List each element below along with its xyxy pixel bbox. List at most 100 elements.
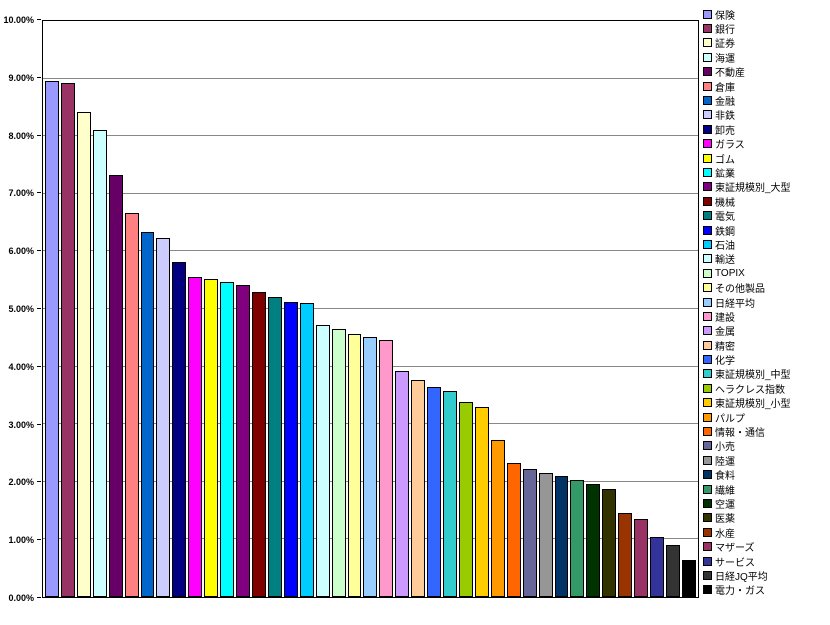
legend-label: 保険: [715, 10, 735, 22]
bar-パルプ[interactable]: [490, 440, 505, 597]
bar-鉱業[interactable]: [220, 281, 235, 597]
bar-銀行[interactable]: [60, 82, 75, 597]
bar-金属[interactable]: [395, 371, 410, 597]
legend-item-石油[interactable]: 石油: [703, 237, 830, 252]
bar-化学[interactable]: [427, 386, 442, 597]
legend-swatch: [703, 326, 712, 336]
bar-ヘラクレス指数[interactable]: [458, 402, 473, 597]
legend-label: 小売: [715, 442, 735, 454]
bar-空運[interactable]: [586, 484, 601, 597]
legend-item-鉄鋼[interactable]: 鉄鋼: [703, 223, 830, 238]
bar-電力・ガス[interactable]: [681, 559, 696, 597]
y-axis-tick-label: 5.00%: [8, 304, 34, 314]
bar-鉄鋼[interactable]: [283, 301, 298, 597]
legend-item-卸売[interactable]: 卸売: [703, 122, 830, 137]
legend-item-建設[interactable]: 建設: [703, 309, 830, 324]
bar-情報・通信[interactable]: [506, 463, 521, 597]
legend-swatch: [703, 283, 712, 293]
bar-機械[interactable]: [251, 291, 266, 597]
legend-item-銀行[interactable]: 銀行: [703, 21, 830, 36]
legend-item-パルプ[interactable]: パルプ: [703, 410, 830, 425]
bar-小売[interactable]: [522, 468, 537, 597]
legend-swatch: [703, 167, 712, 177]
legend-item-不動産[interactable]: 不動産: [703, 65, 830, 79]
legend-item-電力・ガス[interactable]: 電力・ガス: [703, 583, 830, 597]
bar-ガラス[interactable]: [188, 276, 203, 597]
legend-item-化学[interactable]: 化学: [703, 352, 830, 367]
legend-item-小売[interactable]: 小売: [703, 439, 830, 453]
legend-item-金属[interactable]: 金属: [703, 324, 830, 338]
bar-精密[interactable]: [411, 380, 426, 597]
bar-東証規模別_小型[interactable]: [474, 406, 489, 597]
bar-医薬[interactable]: [602, 488, 617, 597]
legend-item-水産[interactable]: 水産: [703, 525, 830, 540]
legend-item-機械[interactable]: 機械: [703, 194, 830, 209]
bar-海運[interactable]: [92, 130, 107, 597]
bar-保険[interactable]: [45, 81, 59, 597]
legend-swatch: [703, 570, 712, 580]
bar-日経JQ平均[interactable]: [665, 544, 680, 597]
y-axis-tick-mark: [37, 481, 41, 483]
legend-item-ガラス[interactable]: ガラス: [703, 137, 830, 151]
bar-非鉄[interactable]: [156, 237, 171, 597]
legend-item-非鉄[interactable]: 非鉄: [703, 108, 830, 122]
legend-item-情報・通信[interactable]: 情報・通信: [703, 424, 830, 439]
legend-item-東証規模別_小型[interactable]: 東証規模別_小型: [703, 396, 830, 410]
bar-食料[interactable]: [554, 476, 569, 597]
bar-繊維[interactable]: [570, 479, 585, 597]
legend-item-日経平均[interactable]: 日経平均: [703, 295, 830, 310]
legend-item-食料[interactable]: 食料: [703, 468, 830, 482]
bar-マザーズ[interactable]: [634, 518, 649, 597]
legend-label: 東証規模別_大型: [715, 183, 791, 195]
legend-item-その他製品[interactable]: その他製品: [703, 280, 830, 295]
bar-ゴム[interactable]: [204, 279, 219, 597]
legend-item-保険[interactable]: 保険: [703, 7, 830, 22]
legend-item-倉庫[interactable]: 倉庫: [703, 79, 830, 94]
legend-item-輸送[interactable]: 輸送: [703, 252, 830, 266]
bar-電気[interactable]: [267, 297, 282, 597]
bar-東証規模別_中型[interactable]: [443, 391, 457, 597]
legend-swatch: [703, 311, 712, 321]
legend-item-TOPIX[interactable]: TOPIX: [703, 266, 830, 280]
legend-item-空運[interactable]: 空運: [703, 496, 830, 511]
legend-item-海運[interactable]: 海運: [703, 50, 830, 65]
legend-item-繊維[interactable]: 繊維: [703, 482, 830, 497]
bar-卸売[interactable]: [172, 262, 187, 597]
legend-swatch: [703, 297, 712, 307]
bar-倉庫[interactable]: [124, 212, 139, 597]
bar-建設[interactable]: [379, 340, 394, 597]
bar-証券[interactable]: [76, 112, 91, 597]
legend-item-東証規模別_大型[interactable]: 東証規模別_大型: [703, 180, 830, 194]
legend-item-東証規模別_中型[interactable]: 東証規模別_中型: [703, 367, 830, 381]
legend-item-証券[interactable]: 証券: [703, 36, 830, 50]
bar-不動産[interactable]: [108, 174, 123, 597]
legend-item-ゴム[interactable]: ゴム: [703, 151, 830, 166]
bar-水産[interactable]: [618, 513, 633, 597]
bar-金融[interactable]: [140, 232, 155, 597]
bar-その他製品[interactable]: [347, 333, 362, 597]
legend-item-鉱業[interactable]: 鉱業: [703, 165, 830, 180]
legend-swatch: [703, 470, 712, 480]
legend-item-マザーズ[interactable]: マザーズ: [703, 539, 830, 554]
bar-日経平均[interactable]: [363, 337, 378, 597]
legend-swatch: [703, 52, 712, 62]
legend-item-精密[interactable]: 精密: [703, 338, 830, 353]
legend-label: 東証規模別_中型: [715, 370, 791, 382]
legend-item-電気[interactable]: 電気: [703, 208, 830, 223]
bar-東証規模別_大型[interactable]: [236, 284, 250, 597]
legend-item-金融[interactable]: 金融: [703, 93, 830, 108]
legend-item-陸運[interactable]: 陸運: [703, 453, 830, 468]
bar-サービス[interactable]: [650, 536, 664, 597]
bar-TOPIX[interactable]: [331, 329, 346, 597]
legend-item-医薬[interactable]: 医薬: [703, 511, 830, 525]
legend-item-サービス[interactable]: サービス: [703, 554, 830, 569]
legend-label: 水産: [715, 528, 735, 540]
legend-label: 食料: [715, 471, 735, 483]
bar-石油[interactable]: [299, 303, 314, 597]
bar-輸送[interactable]: [315, 325, 330, 597]
legend-label: 機械: [715, 197, 735, 209]
legend-label: 不動産: [715, 68, 745, 80]
legend-item-日経JQ平均[interactable]: 日経JQ平均: [703, 568, 830, 583]
legend-item-ヘラクレス指数[interactable]: ヘラクレス指数: [703, 381, 830, 396]
bar-陸運[interactable]: [538, 472, 553, 597]
